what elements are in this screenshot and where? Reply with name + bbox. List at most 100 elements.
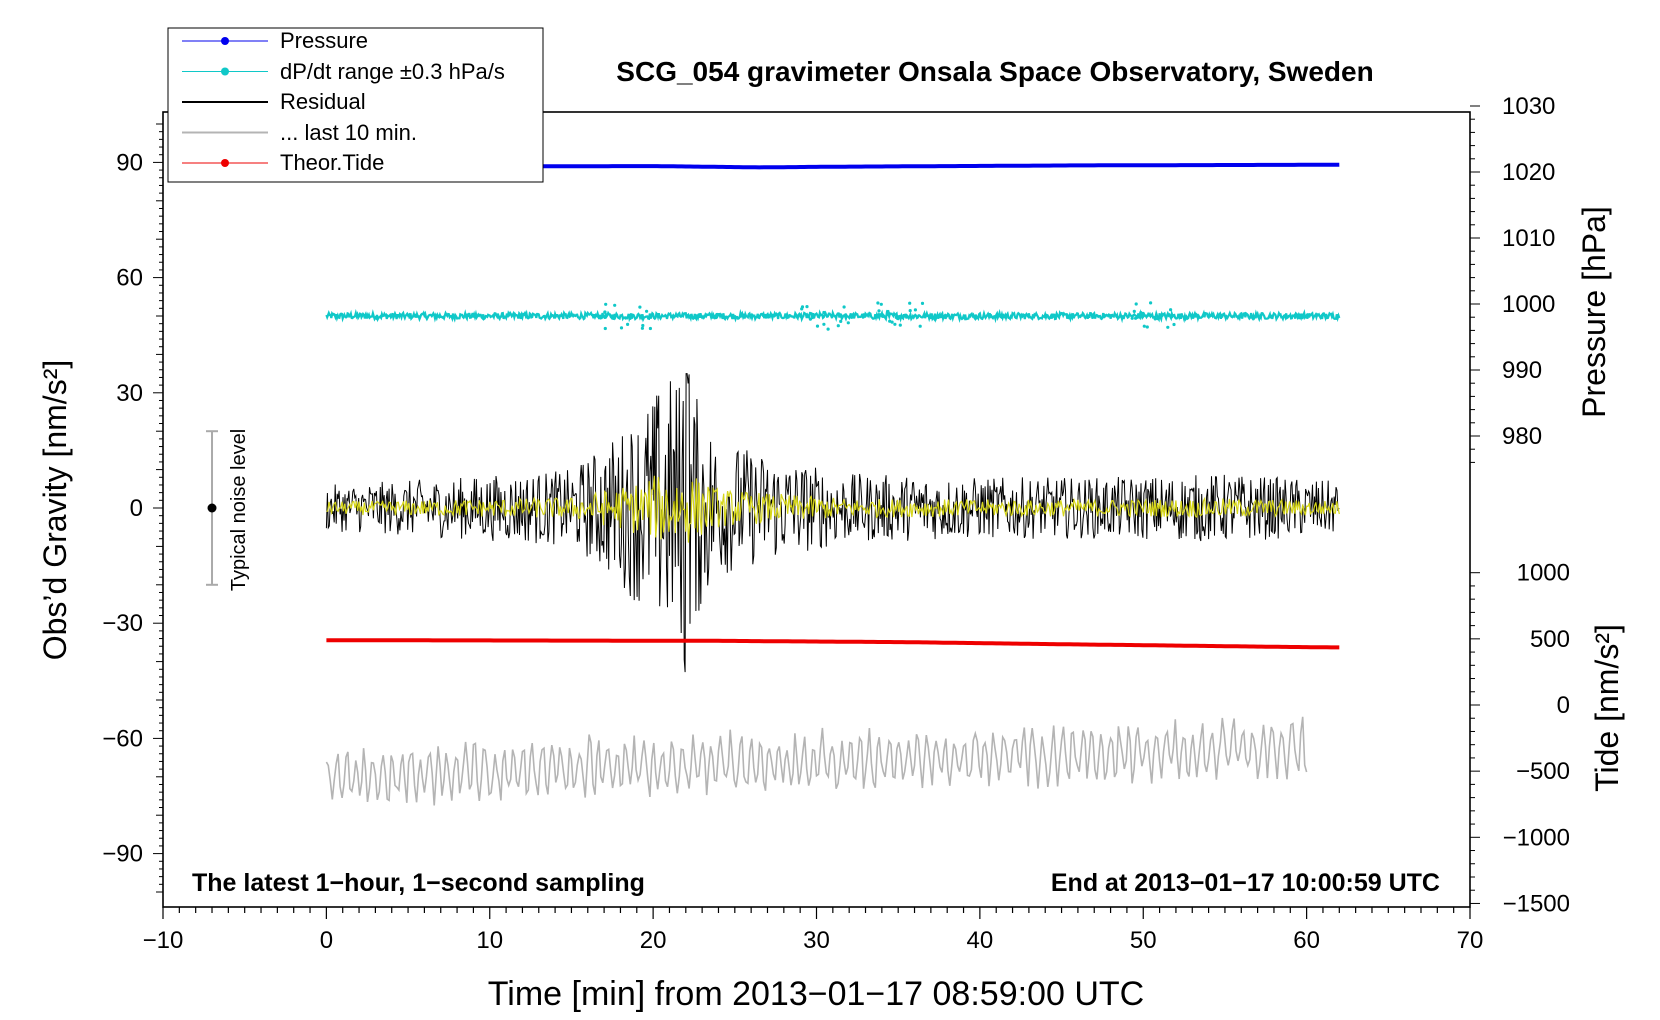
y-axis-right-pressure-label: Pressure [hPa] (1576, 206, 1612, 418)
dpdt-point (807, 315, 811, 319)
dpdt-point (1169, 308, 1173, 312)
dpdt-point (1149, 301, 1153, 305)
x-tick-label: 20 (640, 927, 667, 954)
dpdt-point (640, 326, 645, 330)
x-axis-ticks: −10 0 10 20 30 40 50 60 70 (143, 907, 1484, 954)
chart-title: SCG_054 gravimeter Onsala Space Observat… (616, 56, 1373, 87)
y-right-pressure-tick-label: 1000 (1502, 291, 1555, 318)
residual-filtered-line (326, 475, 1340, 543)
y-right-pressure-tick-label: 1010 (1502, 225, 1555, 252)
noise-level-label: Typical noise level (228, 429, 250, 591)
y-right-tide-tick-label: 0 (1557, 692, 1570, 719)
dpdt-point (603, 310, 607, 314)
dpdt-point (839, 319, 843, 323)
legend: Pressure dP/dt range ±0.3 hPa/s Residual… (167, 27, 544, 183)
dpdt-point (800, 307, 804, 311)
noise-center-dot (207, 503, 217, 513)
y-right-pressure-tick-label: 980 (1502, 423, 1542, 450)
dpdt-point (876, 301, 880, 305)
legend-label-pressure: Pressure (280, 28, 368, 53)
dpdt-point (1156, 317, 1160, 321)
dpdt-point (1172, 322, 1176, 327)
y-left-tick-label: 90 (116, 149, 143, 176)
dpdt-point (822, 310, 826, 315)
dpdt-point (886, 309, 890, 314)
dpdt-point (1134, 316, 1138, 320)
dpdt-point (626, 322, 630, 326)
y-right-tide-tick-label: −1500 (1503, 890, 1570, 917)
y-right-tide-tick-label: −500 (1516, 758, 1570, 785)
y-left-tick-label: −30 (102, 610, 143, 637)
dpdt-point (1132, 309, 1136, 313)
legend-swatch-dot (221, 159, 229, 167)
legend-box (167, 27, 544, 183)
dpdt-point (805, 305, 809, 309)
dpdt-point (888, 319, 892, 323)
dpdt-point (1130, 316, 1134, 320)
y-right-tide-tick-label: 500 (1530, 626, 1570, 653)
series-dpdt (325, 301, 1341, 331)
y-left-tick-label: 30 (116, 380, 143, 407)
dpdt-point (628, 316, 632, 320)
legend-label-dpdt: dP/dt range ±0.3 hPa/s (280, 59, 505, 84)
dpdt-point (918, 324, 922, 328)
dpdt-point (846, 321, 850, 325)
dpdt-point (908, 309, 912, 313)
dpdt-point (641, 323, 645, 328)
x-tick-label: 60 (1293, 927, 1320, 954)
y-axis-left-ticks: −90 −60 −30 0 30 60 90 (102, 123, 163, 893)
dpdt-point (1145, 325, 1149, 329)
dpdt-point (898, 323, 902, 327)
annotation-end-time: End at 2013−01−17 10:00:59 UTC (1051, 869, 1440, 897)
dpdt-point (836, 324, 840, 328)
dpdt-point (877, 309, 881, 313)
x-tick-label: 0 (320, 927, 333, 954)
y-right-pressure-tick-label: 1030 (1502, 93, 1555, 120)
legend-label-tide: Theor.Tide (280, 150, 384, 175)
y-axis-right-ticks: 980 990 1000 1010 1020 1030 −1500 −1000 −500 0 500… (1470, 93, 1570, 917)
y-axis-left-label: Obs’d Gravity [nm/s²] (37, 360, 73, 661)
y-right-pressure-tick-label: 1020 (1502, 159, 1555, 186)
dpdt-point (1134, 302, 1138, 306)
dpdt-point (844, 313, 848, 317)
y-left-tick-label: 60 (116, 265, 143, 292)
legend-label-residual: Residual (280, 89, 366, 114)
dpdt-point (1166, 325, 1170, 329)
legend-swatch-dot (221, 37, 229, 45)
x-tick-label: 40 (967, 927, 994, 954)
series-tide (326, 638, 1340, 650)
dpdt-band (325, 308, 1341, 324)
dpdt-point (879, 302, 883, 306)
x-tick-label: 70 (1457, 927, 1484, 954)
dpdt-point (624, 316, 628, 320)
dpdt-point (890, 320, 894, 324)
series-last-10-min (325, 716, 1308, 806)
dpdt-point (638, 305, 642, 309)
dpdt-point (1142, 324, 1146, 328)
dpdt-point (822, 322, 826, 326)
dpdt-point (920, 301, 925, 305)
dpdt-point (603, 326, 607, 331)
dpdt-point (908, 301, 912, 305)
y-left-tick-label: −60 (102, 725, 143, 752)
dpdt-point (826, 327, 830, 331)
x-tick-label: 50 (1130, 927, 1157, 954)
dpdt-point (619, 326, 624, 330)
dpdt-point (648, 326, 653, 331)
dpdt-point (1153, 317, 1157, 321)
residual-line (325, 373, 1340, 673)
legend-label-last10: ... last 10 min. (280, 120, 417, 145)
x-tick-label: −10 (143, 927, 184, 954)
noise-level-marker (206, 430, 219, 586)
x-tick-label: 10 (476, 927, 503, 954)
dpdt-point (913, 308, 918, 312)
dpdt-point (645, 309, 649, 313)
dpdt-point (808, 317, 813, 321)
series-residual (325, 373, 1340, 673)
y-right-pressure-tick-label: 990 (1502, 357, 1542, 384)
annotation-sampling: The latest 1−hour, 1−second sampling (192, 869, 645, 897)
x-tick-label: 30 (803, 927, 830, 954)
dpdt-point (842, 305, 846, 309)
dpdt-point (613, 303, 617, 307)
